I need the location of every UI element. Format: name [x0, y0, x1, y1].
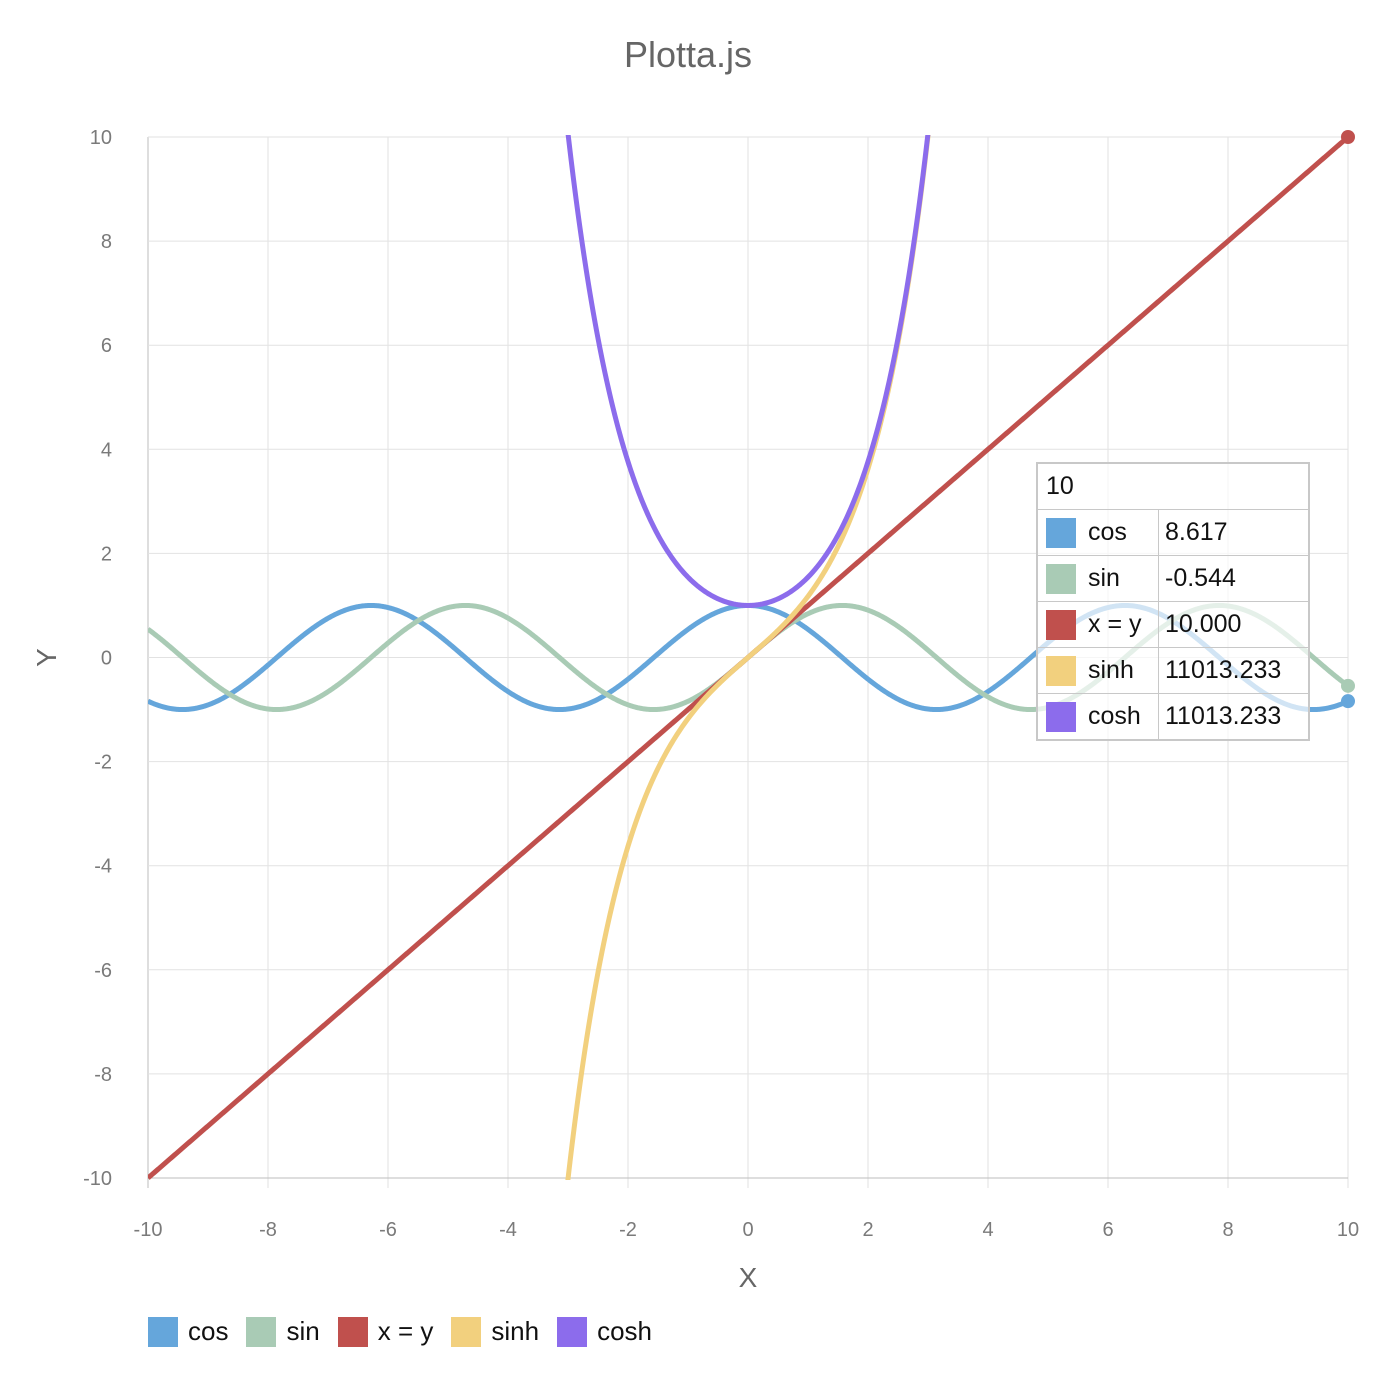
y-tick-label: 4	[101, 439, 112, 461]
tooltip-swatch-xy	[1046, 609, 1076, 640]
y-tick-label: -10	[83, 1168, 112, 1190]
x-tick-label: 10	[1337, 1219, 1359, 1241]
x-tick-label: -4	[499, 1219, 517, 1241]
legend-label: cosh	[597, 1316, 652, 1346]
y-tick-label: 8	[101, 231, 112, 253]
tooltip-value: 8.617	[1158, 509, 1309, 556]
x-tick-label: -6	[379, 1219, 397, 1241]
x-tick-label: 8	[1222, 1219, 1233, 1241]
y-tick-label: -2	[94, 752, 112, 774]
tooltip-value: 11013.233	[1158, 693, 1309, 740]
marker-sin	[1341, 678, 1355, 693]
legend-label: sinh	[491, 1316, 540, 1346]
legend-item-sinh[interactable]: sinh	[451, 1316, 539, 1347]
tooltip-row-xy: x = y 10.000	[1037, 601, 1309, 648]
legend-swatch-cos	[148, 1316, 178, 1347]
y-tick-label: 2	[101, 543, 112, 565]
tooltip-row-sinh: sinh 11013.233	[1037, 647, 1309, 694]
y-tick-label: 6	[101, 335, 112, 357]
legend-label: sin	[286, 1316, 320, 1346]
legend-label: cos	[188, 1316, 229, 1346]
x-tick-label: 4	[982, 1219, 993, 1241]
tooltip-name: cosh	[1088, 702, 1141, 731]
tooltip-name: x = y	[1088, 610, 1142, 639]
tooltip-value: -0.544	[1158, 555, 1309, 602]
chart-title: Plotta.js	[623, 34, 753, 75]
x-axis-title: X	[739, 1262, 758, 1293]
legend-label: x = y	[377, 1316, 434, 1346]
tooltip-header-row: 10	[1037, 463, 1309, 510]
legend-item-sin[interactable]: sin	[246, 1316, 320, 1347]
y-tick-label: 0	[101, 648, 112, 670]
marker-x-y	[1341, 130, 1355, 144]
series-line-cosh	[565, 135, 931, 608]
tooltip-row-sin: sin -0.544	[1037, 555, 1309, 602]
legend-swatch-sin	[246, 1316, 277, 1347]
y-tick-label: -8	[94, 1064, 112, 1086]
tooltip-x-value: 10	[1037, 463, 1309, 510]
legend-swatch-xy	[337, 1316, 368, 1347]
hover-tooltip: 10 cos 8.617 sin -0.544 x = y 10.000 sin…	[1036, 462, 1310, 741]
legend-swatch-sinh	[451, 1316, 482, 1347]
tooltip-row-cos: cos 8.617	[1037, 509, 1309, 556]
x-tick-label: -8	[259, 1219, 277, 1241]
legend: cos sin x = y sinh cosh	[148, 1316, 670, 1347]
tooltip-swatch-sinh	[1046, 655, 1076, 686]
x-tick-label: -10	[134, 1219, 163, 1241]
tooltip-row-cosh: cosh 11013.233	[1037, 693, 1309, 740]
marker-layer	[1341, 130, 1355, 709]
x-tick-label: 2	[862, 1219, 873, 1241]
legend-item-cosh[interactable]: cosh	[557, 1316, 652, 1347]
legend-swatch-cosh	[557, 1316, 588, 1347]
tooltip-value: 10.000	[1158, 601, 1309, 648]
tooltip-swatch-sin	[1046, 563, 1076, 594]
marker-cos	[1341, 694, 1355, 709]
tooltip-value: 11013.233	[1158, 647, 1309, 694]
y-tick-label: -6	[94, 960, 112, 982]
y-axis-title: Y	[31, 648, 62, 667]
y-tick-label: 10	[90, 127, 112, 149]
tooltip-name: cos	[1088, 518, 1127, 547]
tooltip-name: sinh	[1088, 656, 1134, 685]
x-tick-label: -2	[619, 1219, 637, 1241]
tooltip-swatch-cosh	[1046, 701, 1076, 732]
tooltip-swatch-cos	[1046, 517, 1076, 548]
legend-item-cos[interactable]: cos	[148, 1316, 228, 1347]
tooltip-name: sin	[1088, 564, 1120, 593]
axes: -10 -8 -6 -4 -2 0 2 4 6 8 10 10 8 6 4 2 0 -2 -4 -6 -8 -10	[83, 127, 1359, 1241]
y-tick-label: -4	[94, 856, 112, 878]
series-line-sinh	[565, 135, 931, 1180]
x-tick-label: 6	[1102, 1219, 1113, 1241]
legend-item-xy[interactable]: x = y	[337, 1316, 434, 1347]
x-tick-label: 0	[742, 1219, 753, 1241]
